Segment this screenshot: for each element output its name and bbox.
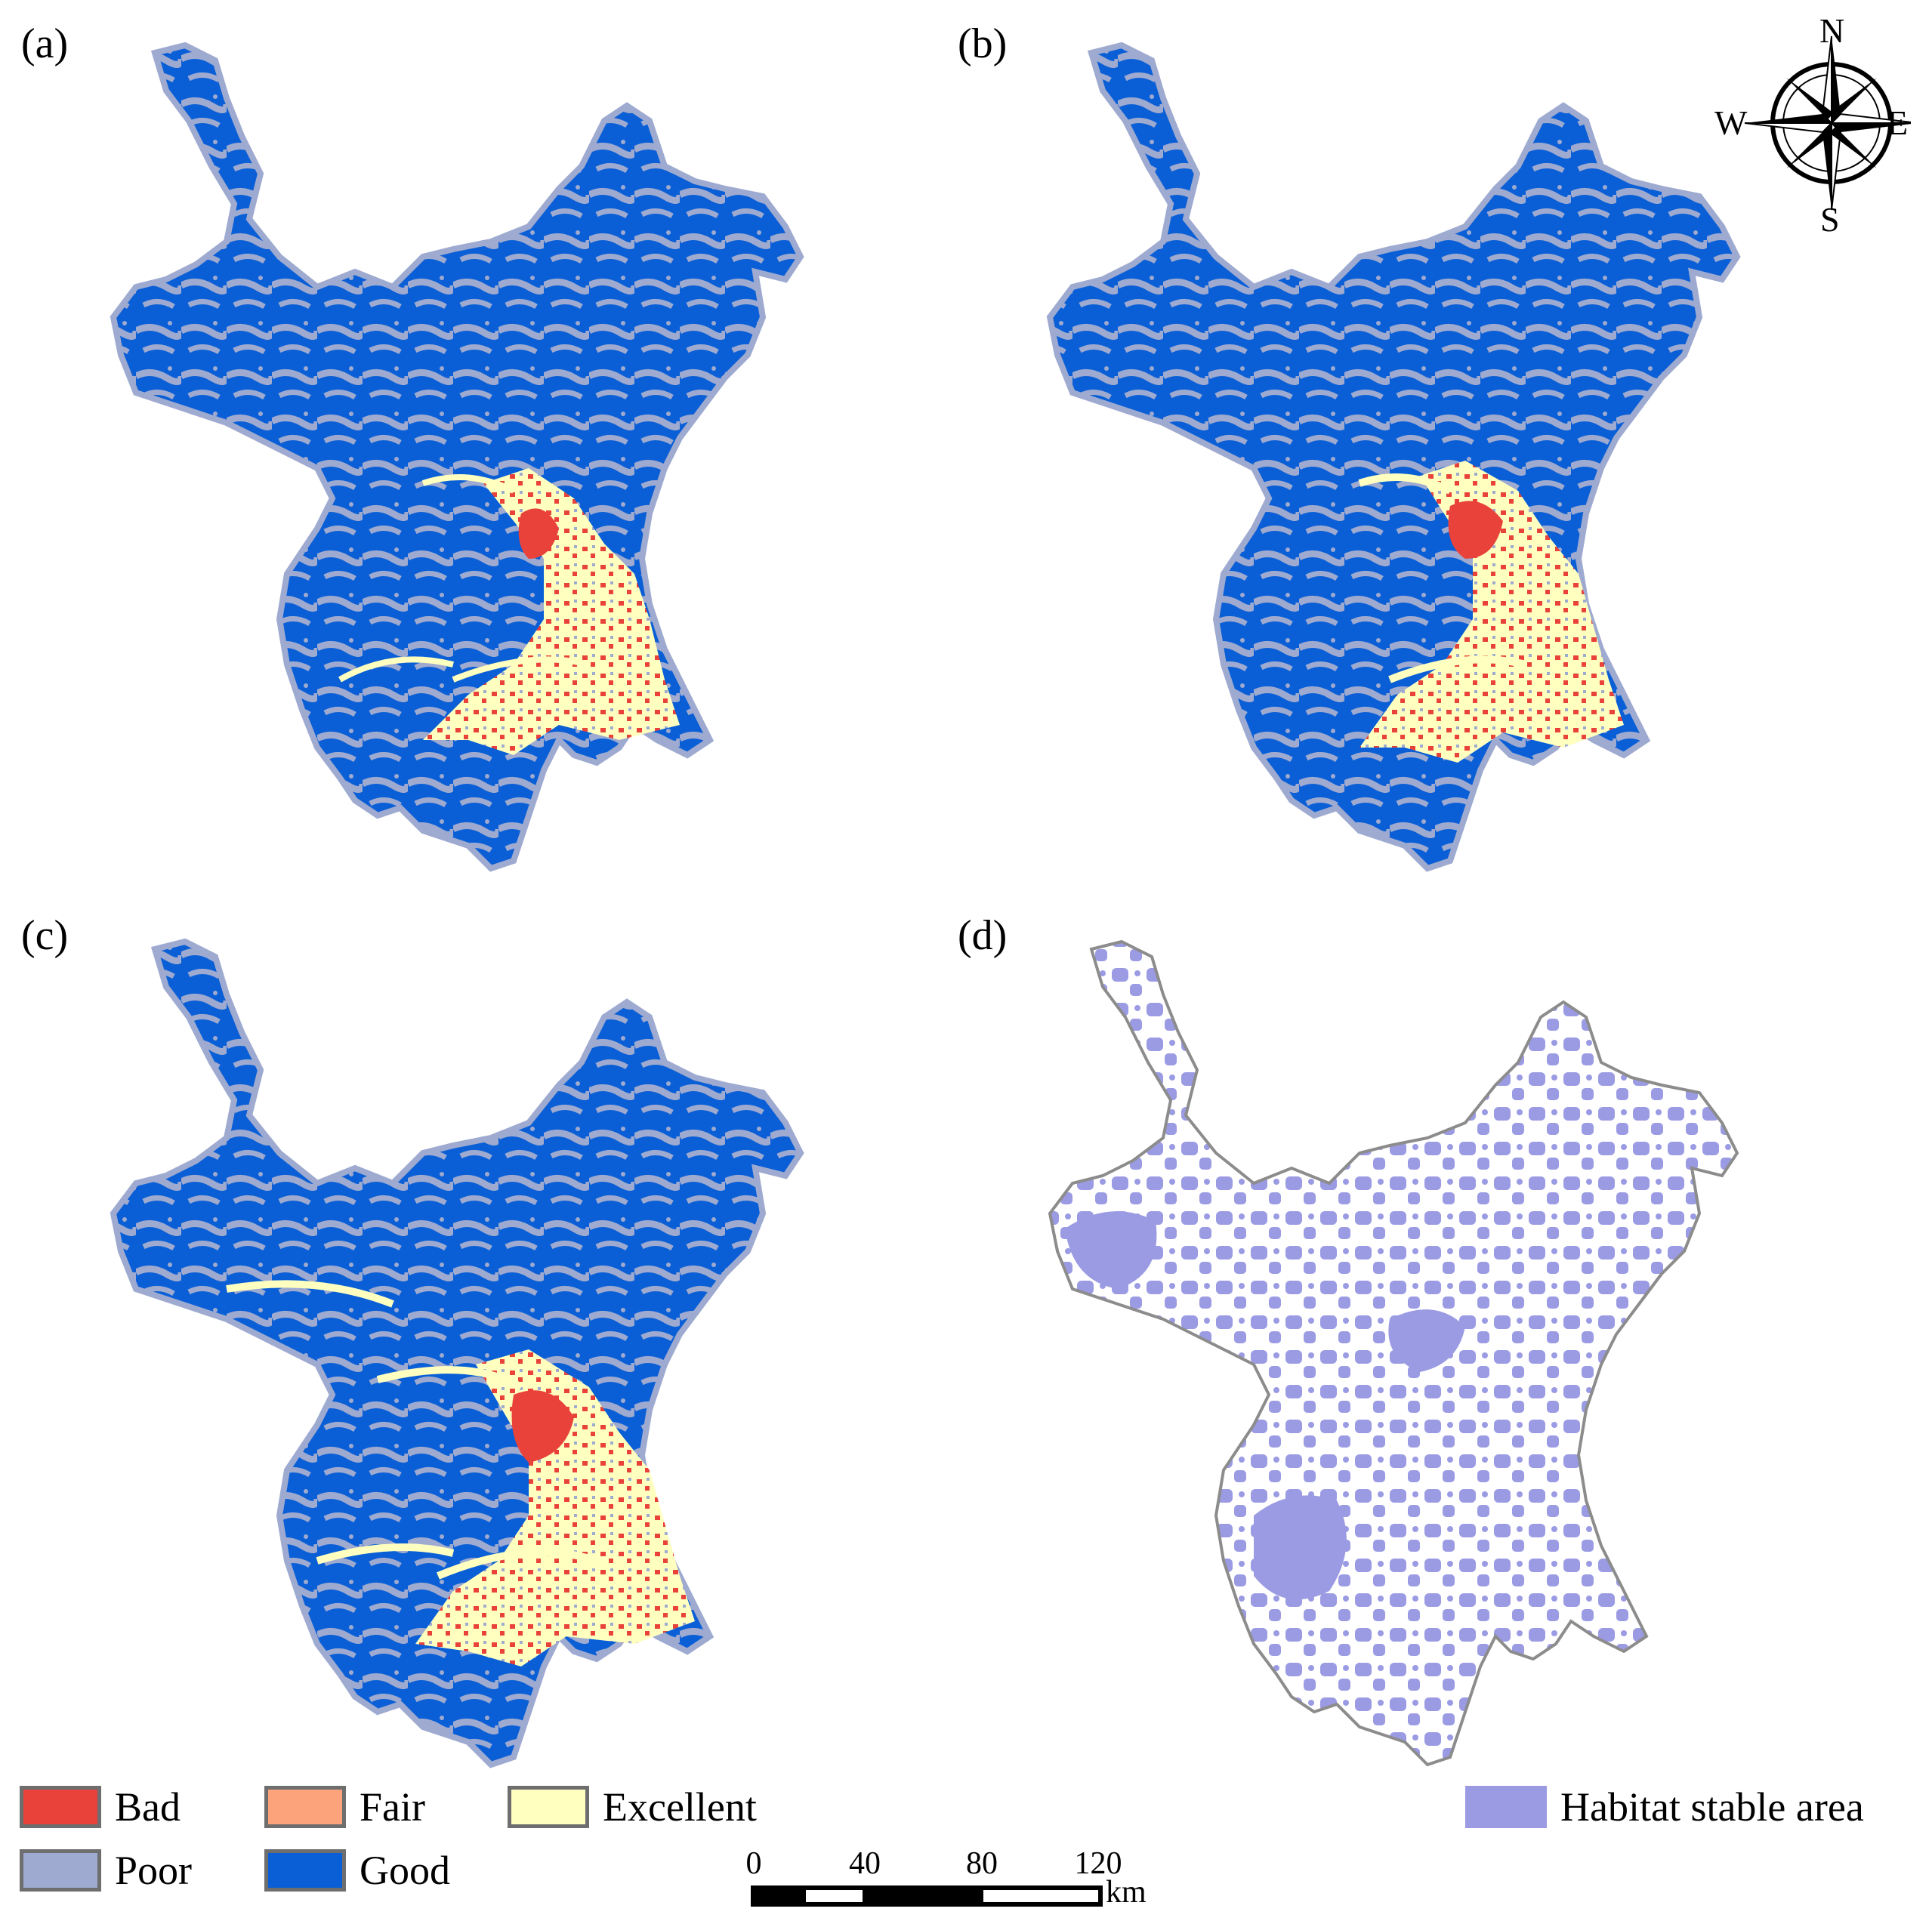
- compass-n: N: [1819, 11, 1845, 50]
- legend-item-fair: Fair: [264, 1784, 425, 1830]
- habitat-quality-map-a: [0, 0, 966, 886]
- compass-e: E: [1887, 103, 1909, 142]
- scale-bar: 0 40 80 120 km: [725, 1845, 1178, 1913]
- legend-swatch-excellent: [508, 1786, 589, 1828]
- legend-swatch-bad: [20, 1786, 101, 1828]
- legend-item-habitat-stable: Habitat stable area: [1465, 1784, 1864, 1830]
- legend-label-poor: Poor: [115, 1848, 193, 1893]
- legend-item-excellent: Excellent: [508, 1784, 757, 1830]
- legend-label-good: Good: [360, 1848, 450, 1893]
- legend-swatch-fair: [264, 1786, 346, 1828]
- legend-swatch-habitat-stable: [1465, 1786, 1547, 1828]
- scale-bar-graphic: [751, 1885, 1103, 1907]
- map-panel-b: (b): [937, 0, 1903, 886]
- legend-label-excellent: Excellent: [603, 1784, 757, 1830]
- legend-label-bad: Bad: [115, 1784, 181, 1830]
- map-panel-a: (a): [0, 0, 966, 886]
- panel-label-c: (c): [21, 912, 69, 959]
- habitat-stable-map-d: [1048, 940, 1739, 1766]
- legend-item-good: Good: [264, 1847, 450, 1894]
- map-panel-c: (c): [0, 896, 966, 1783]
- north-arrow-icon: N S W E: [1714, 11, 1919, 237]
- scale-tick-40: 40: [849, 1846, 881, 1881]
- scale-tick-120: 120: [1074, 1846, 1122, 1881]
- compass-w: W: [1714, 103, 1748, 142]
- panel-label-a: (a): [21, 20, 69, 67]
- legend-label-fair: Fair: [360, 1784, 425, 1830]
- scale-tick-0: 0: [745, 1846, 762, 1881]
- map-panel-d: (d): [937, 896, 1903, 1783]
- legend-label-habitat-stable: Habitat stable area: [1560, 1784, 1864, 1830]
- compass-s: S: [1820, 200, 1840, 239]
- habitat-quality-map-b: [937, 0, 1903, 886]
- scale-unit: km: [1106, 1875, 1147, 1910]
- legend-item-bad: Bad: [20, 1784, 181, 1830]
- panel-label-b: (b): [958, 20, 1008, 67]
- legend-item-poor: Poor: [20, 1847, 192, 1894]
- panel-label-d: (d): [958, 912, 1008, 959]
- legend-swatch-poor: [20, 1849, 101, 1892]
- legend-swatch-good: [264, 1849, 346, 1892]
- habitat-quality-map-c: [0, 896, 966, 1783]
- scale-tick-80: 80: [966, 1846, 998, 1881]
